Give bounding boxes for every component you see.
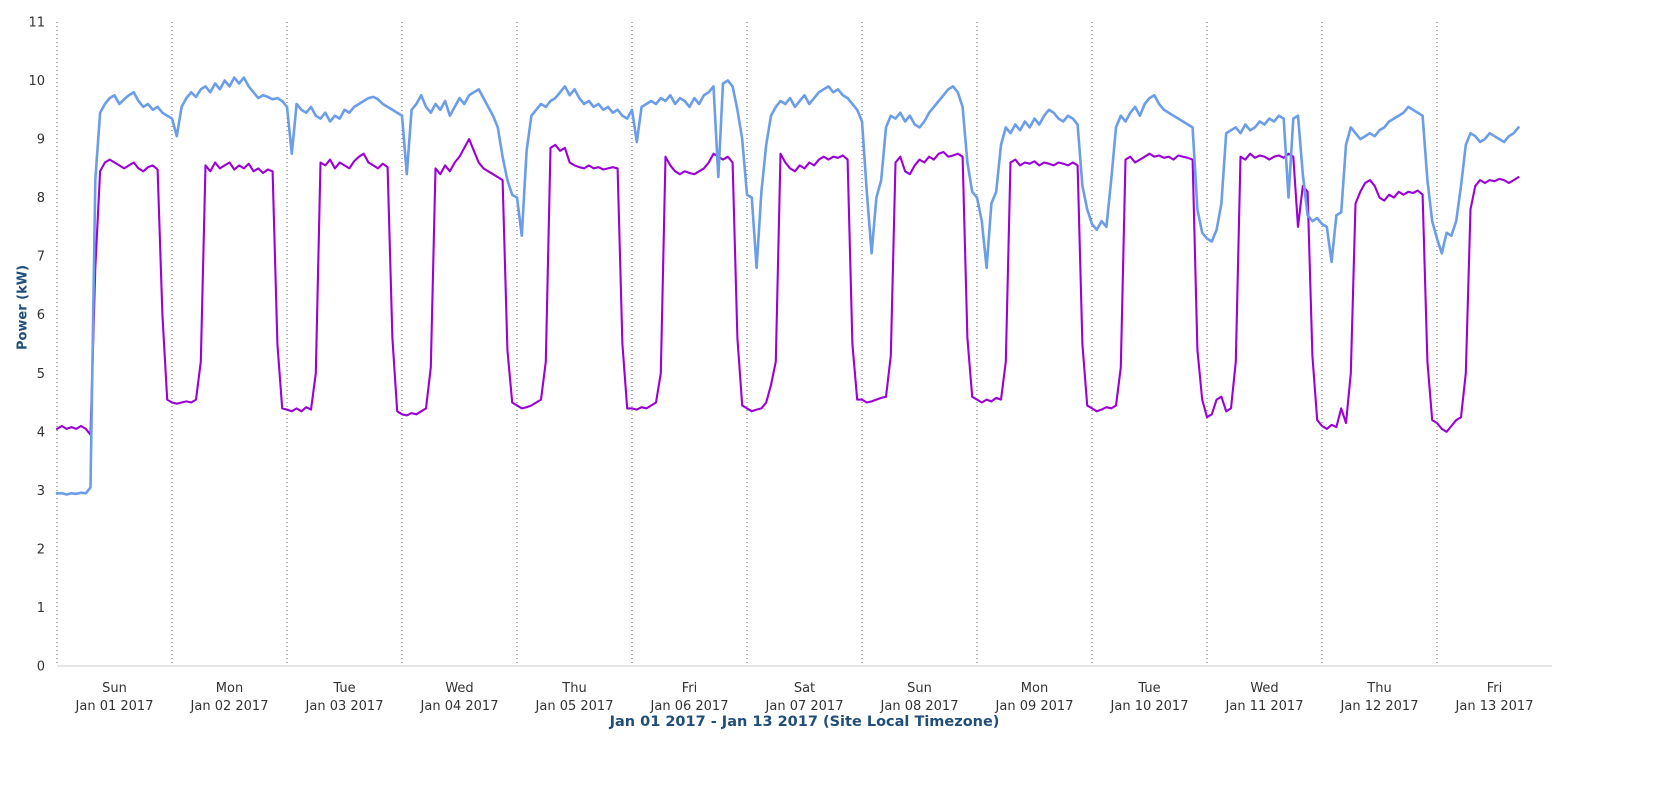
y-tick-label: 2 (37, 542, 45, 557)
x-day-weekday-label: Fri (1487, 681, 1503, 696)
x-day-date-label: Jan 03 2017 (305, 699, 384, 714)
series-purple-line (55, 138, 1520, 436)
x-day-weekday-label: Fri (682, 681, 698, 696)
series-blue-line (55, 76, 1520, 496)
x-day-date-label: Jan 10 2017 (1110, 699, 1189, 714)
y-tick-label: 6 (37, 308, 45, 323)
x-day-date-label: Jan 08 2017 (880, 699, 959, 714)
y-tick-label: 9 (37, 133, 45, 148)
x-day-date-label: Jan 05 2017 (535, 699, 614, 714)
y-tick-label: 1 (37, 601, 45, 616)
y-tick-label: 7 (37, 250, 45, 265)
x-day-weekday-label: Wed (445, 681, 473, 696)
y-tick-label: 0 (37, 660, 45, 675)
x-axis-title: Jan 01 2017 - Jan 13 2017 (Site Local Ti… (609, 714, 1000, 730)
x-day-weekday-label: Tue (332, 681, 355, 696)
x-day-date-label: Jan 02 2017 (190, 699, 269, 714)
x-day-date-label: Jan 07 2017 (765, 699, 844, 714)
y-tick-label: 4 (37, 425, 45, 440)
x-day-weekday-label: Mon (1021, 681, 1048, 696)
x-day-weekday-label: Mon (216, 681, 243, 696)
x-day-weekday-label: Sun (907, 681, 932, 696)
y-tick-label: 11 (28, 16, 45, 31)
x-day-date-label: Jan 11 2017 (1225, 699, 1304, 714)
y-tick-label: 3 (37, 484, 45, 499)
y-tick-label: 5 (37, 367, 45, 382)
y-tick-label: 10 (28, 74, 45, 89)
chart-canvas: 0 1 2 3 4 5 6 7 8 9 10 11 Sun Jan 01 2017 Mon Jan 02 20… (28, 16, 1552, 714)
x-day-date-label: Jan 09 2017 (995, 699, 1074, 714)
x-day-date-label: Jan 01 2017 (75, 699, 154, 714)
x-day-date-label: Jan 06 2017 (650, 699, 729, 714)
y-tick-label: 8 (37, 191, 45, 206)
x-day-weekday-label: Sun (102, 681, 127, 696)
x-day-date-label: Jan 04 2017 (420, 699, 499, 714)
x-day-weekday-label: Sat (794, 681, 815, 696)
x-day-date-label: Jan 12 2017 (1340, 699, 1419, 714)
x-day-weekday-label: Tue (1137, 681, 1160, 696)
x-day-weekday-label: Thu (1366, 681, 1391, 696)
x-day-weekday-label: Thu (561, 681, 586, 696)
x-day-date-label: Jan 13 2017 (1455, 699, 1534, 714)
x-day-weekday-label: Wed (1250, 681, 1278, 696)
